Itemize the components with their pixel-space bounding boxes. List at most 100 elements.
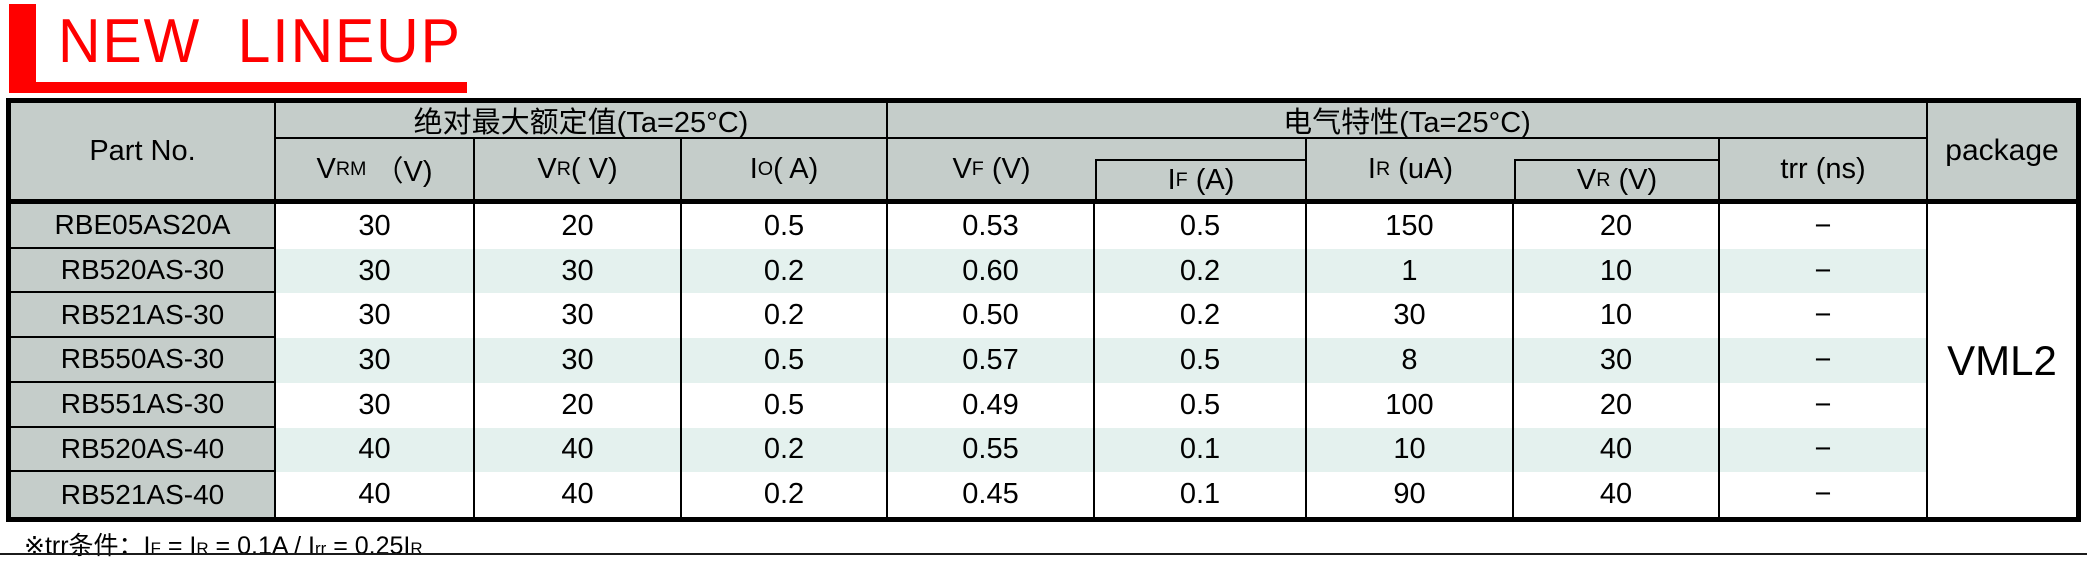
value-cell-vf: 0.57: [888, 338, 1095, 383]
value-cell-ir: 150: [1307, 204, 1514, 249]
part-no-cell: RBE05AS20A: [11, 204, 276, 249]
value-cell-trr: −: [1720, 293, 1926, 339]
value-cell-vrm: 30: [276, 248, 475, 294]
value-cell-vf: 0.49: [888, 382, 1095, 428]
value-cell-ir: 8: [1307, 338, 1514, 383]
col-header-vrm-sub: RM: [335, 157, 367, 180]
value-cell-vr2: 10: [1514, 293, 1720, 339]
value-cell-vr: 30: [475, 293, 682, 339]
footnote-text: = I: [160, 532, 197, 560]
package-value-cell: VML2: [1926, 204, 2076, 517]
col-header-vr-sub: R: [556, 157, 571, 180]
value-cell-vr2: 40: [1514, 427, 1720, 473]
col-header-if-sub: F: [1175, 168, 1188, 191]
value-cell-trr: −: [1720, 338, 1926, 383]
value-cell-if: 0.2: [1095, 293, 1307, 339]
col-header-vr2-base: V: [1576, 163, 1597, 196]
part-no-cell: RB521AS-40: [11, 472, 276, 517]
col-header-ir-unit: (uA): [1390, 152, 1454, 185]
col-header-trr: trr (ns): [1720, 139, 1926, 199]
value-cell-if: 0.5: [1095, 338, 1307, 383]
col-header-vr: V R( V): [475, 139, 682, 199]
value-cell-vr: 20: [475, 204, 682, 249]
value-cell-io: 0.2: [682, 248, 888, 294]
value-cell-vrm: 40: [276, 427, 475, 473]
col-header-trr-unit: (ns): [1807, 152, 1866, 185]
value-cell-io: 0.5: [682, 204, 888, 249]
value-cell-vrm: 30: [276, 382, 475, 428]
bottom-divider: [0, 553, 2087, 555]
value-cell-io: 0.2: [682, 293, 888, 339]
col-header-vr2-unit: (V): [1610, 163, 1658, 196]
part-no-cell: RB520AS-30: [11, 248, 276, 294]
value-cell-vr: 40: [475, 427, 682, 473]
col-header-vrm-unit: （V): [366, 156, 433, 188]
red-underline: [36, 82, 467, 93]
col-header-io-sub: O: [757, 157, 774, 180]
value-cell-io: 0.5: [682, 382, 888, 428]
col-header-if-unit: (A): [1187, 163, 1235, 196]
page-title: NEW LINEUP: [58, 7, 462, 76]
value-cell-if: 0.2: [1095, 248, 1307, 294]
value-cell-if: 0.5: [1095, 204, 1307, 249]
col-header-vf-sub: F: [971, 157, 984, 180]
col-header-trr-base: trr: [1780, 152, 1808, 185]
value-cell-io: 0.2: [682, 472, 888, 517]
part-no-cell: RB521AS-30: [11, 293, 276, 339]
part-no-cell: RB550AS-30: [11, 338, 276, 383]
value-cell-vrm: 40: [276, 472, 475, 517]
value-cell-if: 0.5: [1095, 382, 1307, 428]
red-accent-bar: [9, 4, 36, 93]
value-cell-vr: 40: [475, 472, 682, 517]
value-cell-vr: 30: [475, 248, 682, 294]
value-cell-vf: 0.55: [888, 427, 1095, 473]
footnote-subscript: F: [150, 539, 161, 558]
col-header-vrm-base: V: [316, 152, 336, 185]
value-cell-trr: −: [1720, 204, 1926, 249]
value-cell-vr2: 10: [1514, 248, 1720, 294]
value-cell-vf: 0.50: [888, 293, 1095, 339]
part-no-cell: RB520AS-40: [11, 427, 276, 473]
col-header-vr-unit: ( V): [570, 152, 618, 185]
value-cell-vf: 0.45: [888, 472, 1095, 517]
value-cell-ir: 10: [1307, 427, 1514, 473]
footnote-text: = 0.25I: [326, 532, 411, 560]
col-header-if-base: I: [1167, 163, 1176, 196]
value-cell-io: 0.2: [682, 427, 888, 473]
col-header-io-base: I: [749, 152, 758, 185]
value-cell-ir: 1: [1307, 248, 1514, 294]
package-header: package: [1926, 103, 2076, 199]
col-header-vf-unit: (V): [983, 152, 1031, 185]
footnote-text: = 0.1A / I: [208, 532, 315, 560]
value-cell-if: 0.1: [1095, 472, 1307, 517]
col-header-ir-sub: R: [1375, 157, 1391, 180]
value-cell-vr: 30: [475, 338, 682, 383]
value-cell-vrm: 30: [276, 293, 475, 339]
col-header-vf-base: V: [952, 152, 972, 185]
value-cell-vf: 0.60: [888, 248, 1095, 294]
col-header-vr2-sub: R: [1596, 168, 1611, 191]
col-header-io-unit: ( A): [773, 152, 819, 185]
col-header-io: I O( A): [682, 139, 888, 199]
part-no-header: Part No.: [11, 103, 276, 199]
value-cell-vr2: 20: [1514, 382, 1720, 428]
value-cell-trr: −: [1720, 248, 1926, 294]
group-header-abs-max: 绝对最大额定值(Ta=25°C): [276, 103, 888, 139]
value-cell-trr: −: [1720, 382, 1926, 428]
lineup-table: Part No. 绝对最大额定值(Ta=25°C) 电气特性(Ta=25°C) …: [6, 98, 2081, 522]
col-header-vrm: V RM （V): [276, 139, 475, 199]
value-cell-trr: −: [1720, 472, 1926, 517]
group-header-elec: 电气特性(Ta=25°C): [888, 103, 1926, 139]
footnote-text: ※trr条件：I: [24, 532, 151, 560]
value-cell-vrm: 30: [276, 338, 475, 383]
col-header-vr-base: V: [537, 152, 557, 185]
col-header-ir-base: I: [1367, 152, 1376, 185]
value-cell-vrm: 30: [276, 204, 475, 249]
footnote-subscript: R: [196, 539, 209, 558]
value-cell-io: 0.5: [682, 338, 888, 383]
